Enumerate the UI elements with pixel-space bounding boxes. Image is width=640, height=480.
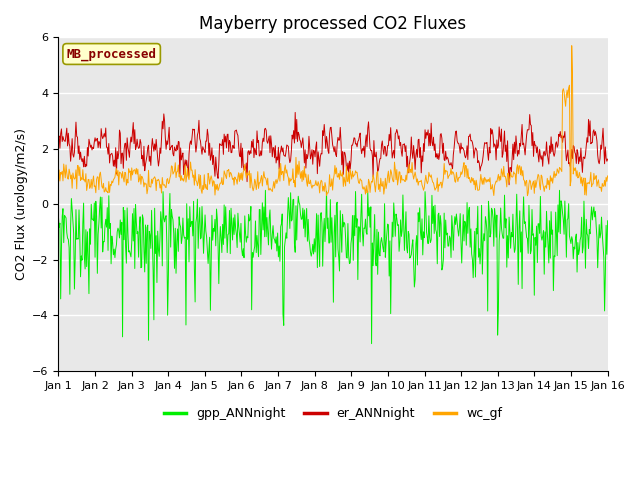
wc_gf: [568, 43, 575, 48]
wc_gf: [416, 179, 424, 184]
gpp_ANNnight: [368, 341, 376, 347]
gpp_ANNnight: [206, 234, 214, 240]
wc_gf: [206, 181, 214, 187]
Legend: gpp_ANNnight, er_ANNnight, wc_gf: gpp_ANNnight, er_ANNnight, wc_gf: [159, 402, 508, 425]
wc_gf: [400, 177, 408, 182]
gpp_ANNnight: [401, 227, 409, 232]
wc_gf: [54, 183, 62, 189]
er_ANNnight: [54, 135, 62, 141]
er_ANNnight: [291, 109, 299, 115]
gpp_ANNnight: [65, 237, 72, 242]
Title: Mayberry processed CO2 Fluxes: Mayberry processed CO2 Fluxes: [200, 15, 467, 33]
gpp_ANNnight: [177, 224, 184, 230]
wc_gf: [524, 193, 531, 199]
er_ANNnight: [206, 140, 214, 146]
Line: gpp_ANNnight: gpp_ANNnight: [58, 190, 607, 344]
er_ANNnight: [177, 145, 184, 151]
er_ANNnight: [401, 141, 408, 147]
Line: er_ANNnight: er_ANNnight: [58, 112, 607, 185]
wc_gf: [121, 169, 129, 175]
er_ANNnight: [65, 131, 72, 136]
er_ANNnight: [417, 144, 424, 150]
gpp_ANNnight: [604, 218, 611, 224]
gpp_ANNnight: [54, 213, 62, 219]
Text: MB_processed: MB_processed: [67, 48, 157, 60]
Y-axis label: CO2 Flux (urology/m2/s): CO2 Flux (urology/m2/s): [15, 128, 28, 280]
wc_gf: [177, 178, 184, 183]
gpp_ANNnight: [121, 207, 129, 213]
wc_gf: [604, 173, 611, 179]
er_ANNnight: [505, 182, 513, 188]
er_ANNnight: [604, 156, 611, 162]
wc_gf: [65, 176, 72, 182]
gpp_ANNnight: [262, 187, 269, 193]
er_ANNnight: [121, 141, 129, 146]
gpp_ANNnight: [417, 237, 425, 242]
Line: wc_gf: wc_gf: [58, 46, 607, 196]
